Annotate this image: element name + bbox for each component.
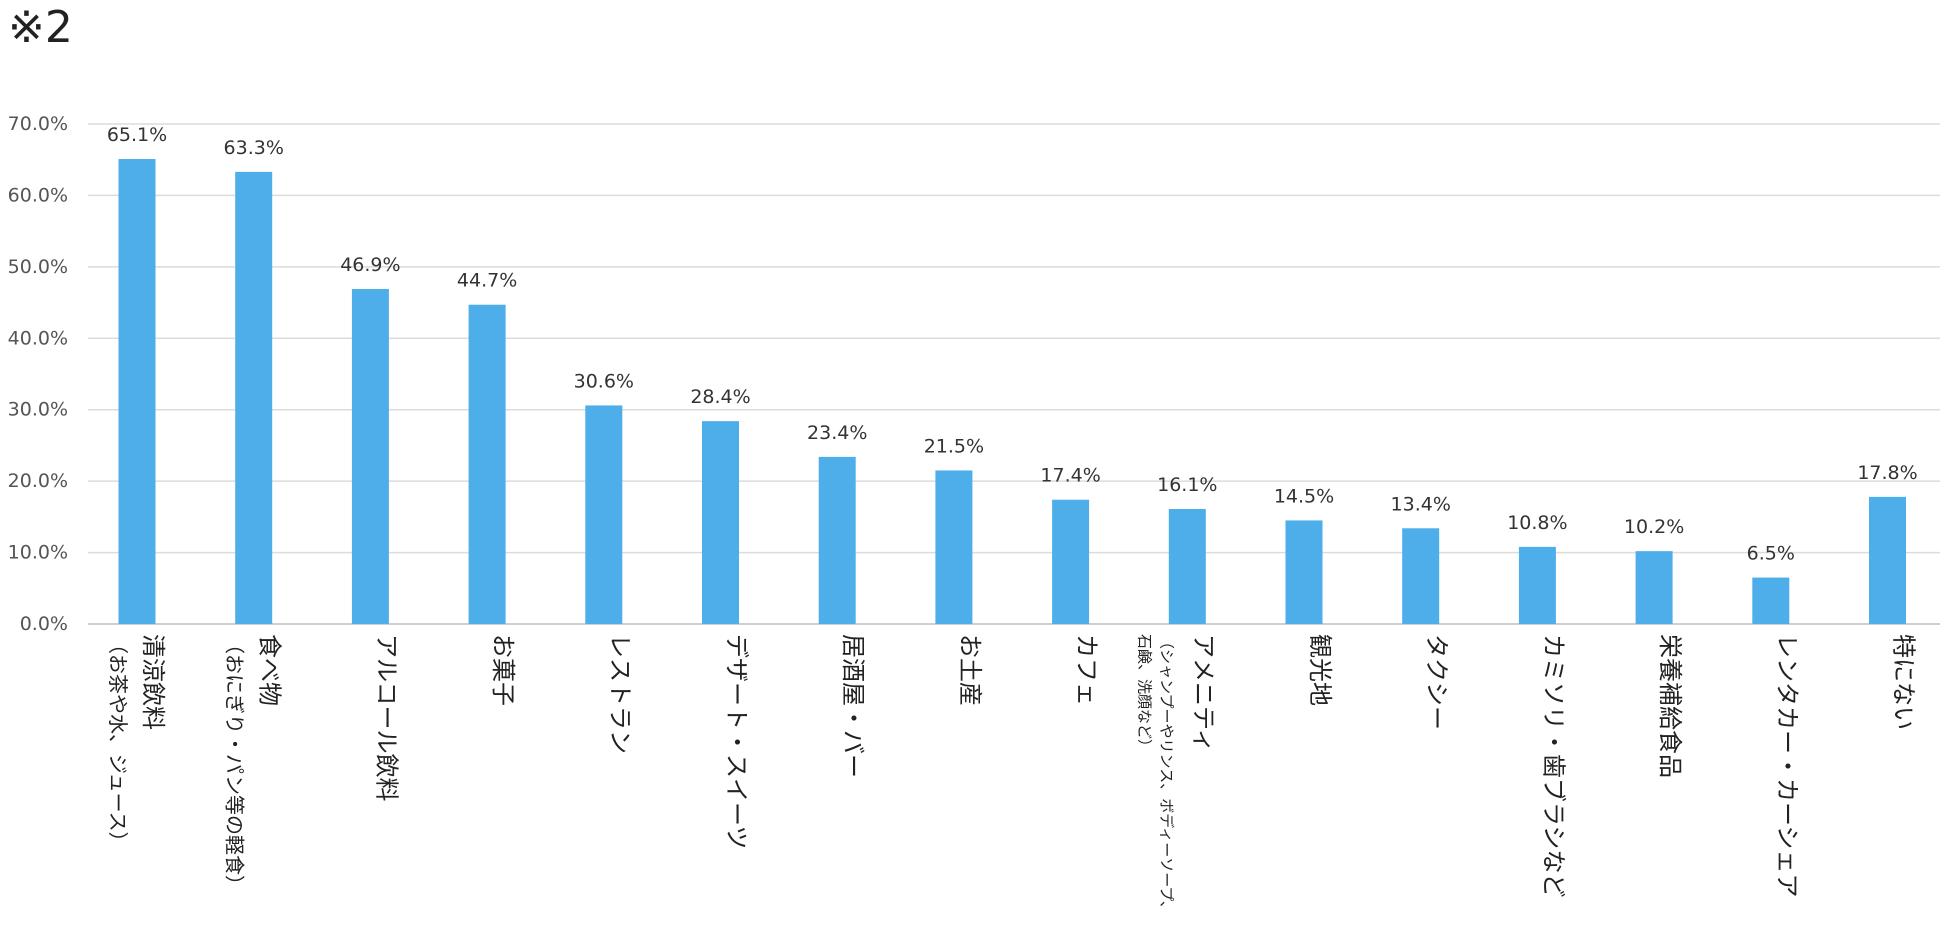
y-tick-label: 70.0% — [8, 113, 68, 135]
category-label: 食べ物 — [256, 634, 284, 706]
y-tick-label: 60.0% — [8, 184, 68, 206]
y-tick-label: 30.0% — [8, 399, 68, 421]
value-label: 17.4% — [1040, 465, 1100, 487]
bar — [1168, 509, 1206, 624]
category-label: アメニティ — [1189, 634, 1217, 753]
bar — [1402, 528, 1440, 624]
bar — [468, 304, 506, 624]
bar — [235, 171, 273, 624]
bar — [1635, 551, 1673, 624]
bar — [818, 456, 856, 624]
category-label: カフェ — [1073, 634, 1101, 706]
y-tick-label: 20.0% — [8, 470, 68, 492]
category-sublabel: 石鹸、洗顔など） — [1135, 634, 1153, 754]
category-label: レストラン — [606, 634, 634, 754]
gridlines — [88, 123, 1940, 625]
value-label: 63.3% — [224, 137, 284, 159]
category-label: デザート・スイーツ — [723, 634, 751, 850]
value-label: 44.7% — [457, 270, 517, 292]
value-label: 6.5% — [1747, 543, 1795, 565]
category-label: タクシー — [1423, 634, 1451, 730]
y-tick-label: 40.0% — [8, 327, 68, 349]
bar — [585, 405, 623, 624]
value-label: 10.8% — [1507, 512, 1567, 534]
category-sublabel: （シャンプーやリンス、ボディーソープ、 — [1157, 634, 1175, 916]
page-title: ※2 — [8, 2, 73, 53]
bar — [351, 289, 389, 624]
bars — [118, 159, 1906, 624]
value-label: 16.1% — [1157, 474, 1217, 496]
category-sublabel: （お茶や水、ジュース） — [106, 634, 130, 852]
bar — [1518, 546, 1556, 624]
y-tick-label: 10.0% — [8, 542, 68, 564]
value-label: 65.1% — [107, 124, 167, 146]
x-axis-category-labels: 清涼飲料 （お茶や水、ジュース） 食べ物 （おにぎり・パン等の軽食） アルコール飲料 お菓… — [106, 634, 1918, 916]
bar — [702, 421, 739, 624]
value-label: 21.5% — [924, 435, 984, 457]
category-label: アルコール飲料 — [372, 634, 400, 802]
category-sublabel: （おにぎり・パン等の軽食） — [223, 634, 247, 895]
bar — [1285, 520, 1323, 624]
category-label: 清涼飲料 — [139, 634, 167, 730]
category-label: 特にない — [1890, 634, 1918, 730]
value-labels: 65.1% 63.3% 46.9% 44.7% 30.6% 28.4% 23.4% 21.5%… — [107, 124, 1918, 565]
value-label: 14.5% — [1274, 485, 1334, 507]
y-tick-label: 50.0% — [8, 256, 68, 278]
y-tick-label: 0.0% — [20, 613, 68, 635]
value-label: 30.6% — [574, 370, 634, 392]
bar — [935, 470, 973, 624]
category-label: 居酒屋・バー — [839, 634, 867, 778]
category-label: カミソリ・歯ブラシなど — [1539, 634, 1567, 898]
category-label: 観光地 — [1306, 634, 1334, 706]
bar — [1052, 499, 1090, 624]
value-label: 46.9% — [340, 254, 400, 276]
value-label: 13.4% — [1391, 493, 1451, 515]
bar — [1752, 577, 1790, 624]
value-label: 17.8% — [1857, 462, 1917, 484]
bar — [118, 159, 156, 624]
bar — [1869, 496, 1906, 624]
y-axis-tick-labels: 0.0% 10.0% 20.0% 30.0% 40.0% 50.0% 60.0% 70.0% — [8, 113, 68, 635]
category-label: お菓子 — [489, 634, 517, 706]
value-label: 28.4% — [690, 386, 750, 408]
value-label: 10.2% — [1624, 516, 1684, 538]
category-label: 栄養補給食品 — [1656, 634, 1684, 778]
value-label: 23.4% — [807, 422, 867, 444]
category-label: お土産 — [956, 634, 984, 706]
category-label: レンタカー・カーシェア — [1773, 634, 1801, 898]
